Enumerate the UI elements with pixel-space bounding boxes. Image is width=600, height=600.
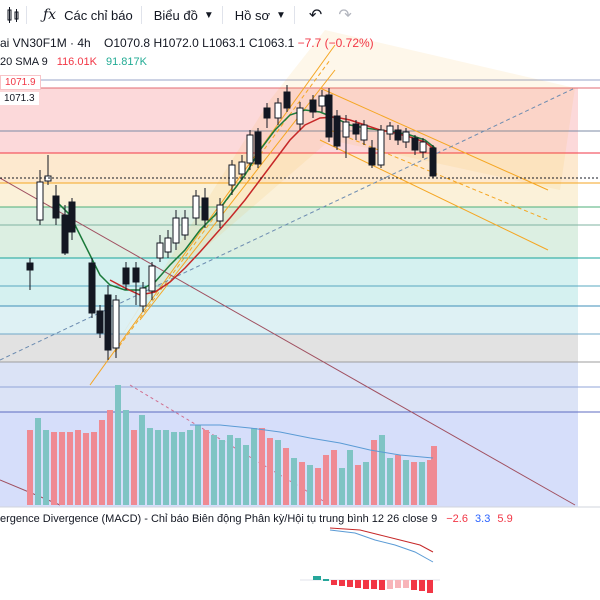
price-tag-red: 1071.9 (0, 75, 41, 90)
indicators-button[interactable]: ƒx Các chỉ báo (27, 0, 141, 30)
volume-sma-line (190, 424, 434, 459)
fx-icon: ƒx (43, 7, 57, 23)
price-tag-grey: 1071.3 (0, 92, 39, 105)
macd-pane (300, 527, 440, 593)
open-value: O1070.8 (104, 36, 151, 50)
toolbar-divider (26, 6, 27, 24)
fib-lines (0, 79, 600, 413)
ma-red-line (109, 116, 436, 296)
chart-menu-icon[interactable] (0, 0, 26, 30)
redo-button[interactable]: ↷ (330, 0, 359, 30)
top-toolbar: ƒx Các chỉ báo Biểu đồ ▼ Hồ sơ ▼ ↶ ↷ (0, 0, 600, 30)
chart-type-button[interactable]: Biểu đồ ▼ (142, 0, 222, 30)
low-value: L1063.1 (202, 36, 246, 50)
symbol-legend[interactable]: ai VN30F1M · 4h O1070.8 H1072.0 L1063.1 … (0, 36, 374, 50)
profile-button[interactable]: Hồ sơ ▼ (223, 0, 294, 30)
toolbar-divider (221, 6, 223, 24)
ma-green-line (54, 109, 436, 291)
volume-legend[interactable]: 20 SMA 9 116.01K 91.817K (0, 56, 147, 68)
close-value: C1063.1 (248, 36, 295, 50)
change-value: −7.7 (−0.72%) (297, 36, 374, 50)
indicators-label: Các chỉ báo (64, 7, 133, 23)
volume-bars (27, 385, 437, 505)
redo-icon: ↷ (338, 7, 352, 24)
volume-indicator-label: 20 SMA 9 (0, 56, 48, 68)
moving-averages (54, 109, 436, 296)
macd-title-label: ergence Divergence (MACD) - Chỉ báo Biên… (0, 513, 438, 525)
histogram-value: 5.9 (497, 513, 513, 525)
toolbar-divider (140, 6, 142, 24)
volume-value: 116.01K (56, 56, 97, 68)
signal-value: 3.3 (475, 513, 491, 525)
high-value: H1072.0 (153, 36, 199, 50)
chart-type-label: Biểu đồ (153, 7, 198, 23)
chevron-down-icon: ▼ (203, 9, 214, 21)
macd-value: −2.6 (446, 513, 468, 525)
symbol-label: ai VN30F1M · 4h (0, 36, 91, 50)
signal-line (329, 529, 434, 563)
candles-icon (7, 7, 19, 23)
toolbar-divider (293, 6, 295, 24)
chevron-down-icon: ▼ (276, 9, 286, 21)
macd-line (329, 527, 434, 553)
undo-button[interactable]: ↶ (295, 0, 330, 30)
macd-legend[interactable]: ergence Divergence (MACD) - Chỉ báo Biên… (0, 513, 513, 525)
volume-sma-value: 91.817K (106, 56, 147, 68)
candles[interactable] (26, 85, 437, 360)
undo-icon: ↶ (308, 7, 323, 24)
profile-label: Hồ sơ (234, 7, 270, 23)
ohlc-values: O1070.8 H1072.0 L1063.1 C1063.1 −7.7 (−0… (104, 36, 374, 50)
